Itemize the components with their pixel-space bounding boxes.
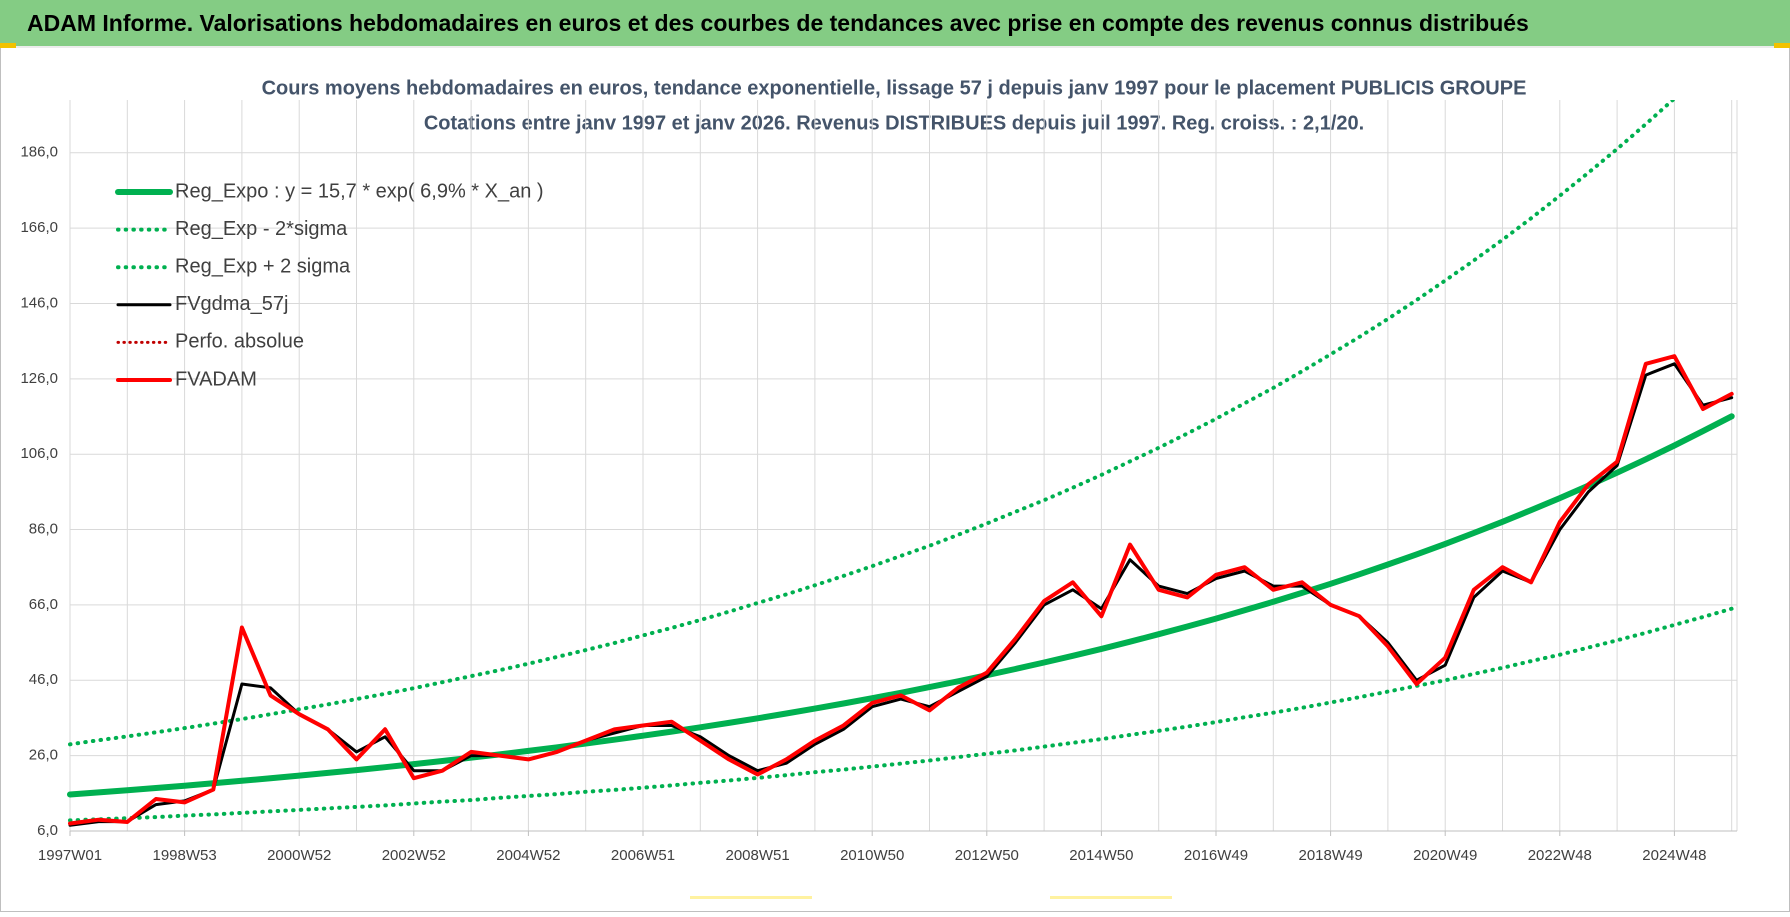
chart-subtitle: Cotations entre janv 1997 et janv 2026. …	[424, 112, 1364, 134]
header-title: ADAM Informe. Valorisations hebdomadaire…	[27, 10, 1529, 36]
x-tick-label: 2018W49	[1298, 847, 1362, 864]
x-tick-label: 2002W52	[382, 847, 446, 864]
x-tick-label: 2016W49	[1184, 847, 1248, 864]
y-tick-label: 46,0	[29, 671, 58, 688]
bottom-mark	[690, 896, 812, 899]
x-tick-label: 2020W49	[1413, 847, 1477, 864]
bottom-mark	[1050, 896, 1172, 899]
x-tick-label: 2014W50	[1069, 847, 1133, 864]
x-tick-label: 1998W53	[152, 847, 216, 864]
y-tick-label: 166,0	[20, 219, 58, 236]
y-tick-label: 126,0	[20, 370, 58, 387]
legend-label: Reg_Exp + 2 sigma	[175, 255, 351, 277]
x-tick-label: 2008W51	[725, 847, 789, 864]
series-line	[68, 606, 1734, 823]
x-tick-label: 2024W48	[1642, 847, 1706, 864]
y-tick-label: 6,0	[37, 822, 58, 839]
x-tick-label: 2012W50	[955, 847, 1019, 864]
x-tick-label: 2022W48	[1528, 847, 1592, 864]
series-line	[68, 362, 1734, 827]
x-tick-label: 2010W50	[840, 847, 904, 864]
y-tick-label: 186,0	[20, 144, 58, 161]
series-line	[68, 354, 1734, 826]
series-line	[67, 413, 1735, 798]
grid: 6,0 26,0 46,0 66,0 86,0 106,0 126,0 146,0 166,0 1…	[20, 100, 1738, 864]
legend-label: FVADAM	[175, 368, 257, 390]
y-tick-label: 66,0	[29, 596, 58, 613]
corner-mark	[0, 43, 16, 48]
legend-label: Perfo. absolue	[175, 331, 304, 353]
legend: Reg_Expo : y = 15,7 * exp( 6,9% * X_an )…	[115, 180, 544, 390]
x-tick-label: 2006W51	[611, 847, 675, 864]
corner-mark	[1774, 43, 1790, 48]
plot-lines	[67, 100, 1735, 827]
x-tick-label: 2000W52	[267, 847, 331, 864]
x-tick-label: 1997W01	[38, 847, 102, 864]
y-tick-label: 26,0	[29, 747, 58, 764]
x-tick-label: 2004W52	[496, 847, 560, 864]
legend-label: Reg_Exp - 2*sigma	[175, 218, 348, 240]
series-line	[68, 100, 1676, 747]
chart-title: Cours moyens hebdomadaires en euros, ten…	[262, 77, 1527, 99]
legend-label: Reg_Expo : y = 15,7 * exp( 6,9% * X_an )	[175, 180, 544, 202]
y-tick-label: 106,0	[20, 445, 58, 462]
y-tick-label: 146,0	[20, 294, 58, 311]
legend-label: FVgdma_57j	[175, 293, 288, 315]
header-band	[0, 0, 1790, 46]
y-tick-label: 86,0	[29, 521, 58, 538]
